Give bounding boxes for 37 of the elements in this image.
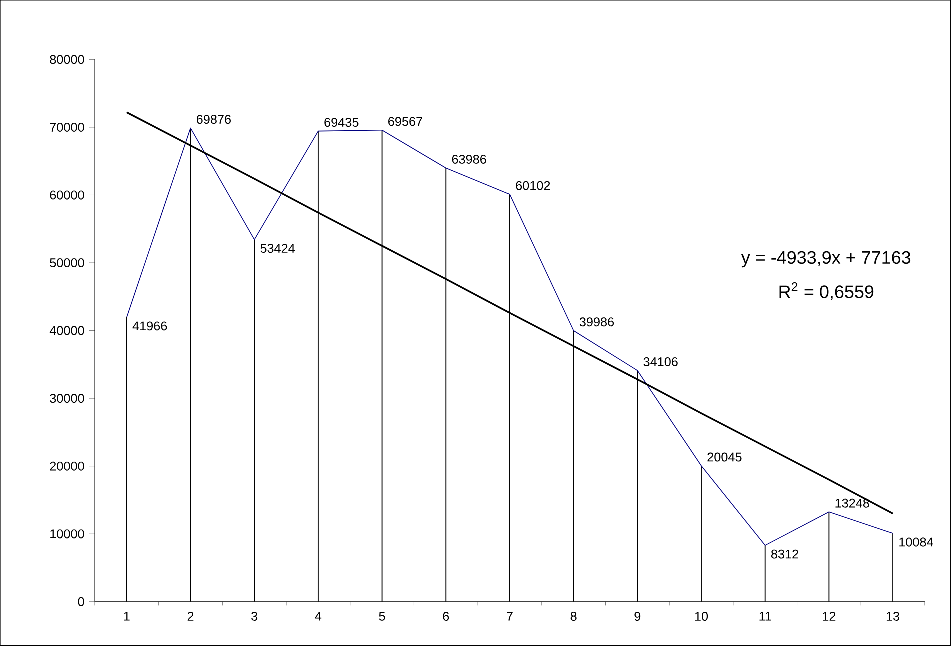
y-tick-label: 80000 xyxy=(50,55,84,64)
x-tick-label: 8 xyxy=(570,612,577,621)
y-tick-label: 30000 xyxy=(50,394,84,403)
x-tick-label: 6 xyxy=(443,612,450,621)
y-tick-label: 20000 xyxy=(50,462,84,471)
data-label: 53424 xyxy=(260,244,296,253)
x-tick-label: 7 xyxy=(507,612,513,621)
data-label: 69876 xyxy=(197,114,231,124)
y-tick-label: 40000 xyxy=(50,326,84,336)
x-tick-label: 4 xyxy=(315,612,322,621)
y-tick-label: 70000 xyxy=(50,122,84,132)
x-tick-label: 3 xyxy=(252,612,258,621)
y-tick-label: 0 xyxy=(78,597,84,606)
data-label: 20045 xyxy=(708,452,742,462)
x-tick-label: 1 xyxy=(124,612,130,621)
data-label: 69435 xyxy=(324,118,359,127)
data-label: 34106 xyxy=(644,357,678,366)
x-tick-label: 2 xyxy=(188,612,194,621)
x-tick-label: 10 xyxy=(695,612,708,621)
data-label: 13248 xyxy=(836,498,870,508)
data-label: 63986 xyxy=(452,154,486,164)
y-tick-label: 60000 xyxy=(50,190,84,200)
y-tick-label: 10000 xyxy=(50,530,84,538)
data-label: 41966 xyxy=(132,322,168,331)
data-label: 60102 xyxy=(516,181,550,190)
data-label: 10084 xyxy=(900,538,934,547)
data-label: 8312 xyxy=(771,550,798,559)
x-tick-label: 11 xyxy=(760,612,772,621)
x-tick-label: 13 xyxy=(886,612,900,621)
annotation: R$^{2}$ = 0,6559 xyxy=(780,282,874,300)
x-tick-label: 12 xyxy=(823,612,836,621)
data-label: 39986 xyxy=(580,318,614,326)
x-tick-label: 9 xyxy=(634,612,641,621)
annotation: y = -4933,9x + 77163 xyxy=(741,251,911,268)
x-tick-label: 5 xyxy=(379,612,386,621)
y-tick-label: 50000 xyxy=(50,258,84,268)
data-label: 69567 xyxy=(388,117,422,126)
